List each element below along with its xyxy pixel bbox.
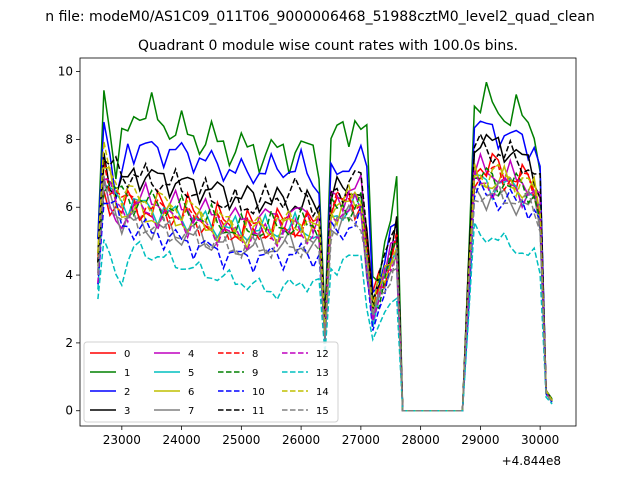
x-tick-label: 30000 [521,433,559,447]
series-line-14 [97,141,553,412]
legend-label-2: 2 [124,387,130,398]
legend-label-9: 9 [252,368,258,379]
series-layer [97,81,553,412]
x-offset-label: +4.844e8 [502,454,561,468]
x-tick-label: 23000 [103,433,141,447]
legend-label-0: 0 [124,349,130,360]
legend-box [83,341,339,423]
ticks-layer: 23000 24000 25000 26000 27000 28000 29000 30000… [58,65,560,447]
legend-label-11: 11 [252,406,265,417]
legend-label-7: 7 [188,406,194,417]
series-line-13 [97,222,553,412]
y-tick-label: 2 [65,336,73,350]
y-tick-label: 6 [65,200,73,214]
legend-label-8: 8 [252,349,258,360]
y-tick-label: 4 [65,268,73,282]
legend-label-12: 12 [316,349,329,360]
x-tick-label: 29000 [461,433,499,447]
legend-label-5: 5 [188,368,194,379]
x-tick-label: 27000 [342,433,380,447]
figure-suptitle: n file: modeM0/AS1C09_011T06_9000006468_… [45,9,594,25]
x-tick-label: 26000 [282,433,320,447]
axes-frame [79,57,577,427]
y-tick-label: 0 [65,404,73,418]
series-line-15 [97,175,553,412]
x-tick-label: 28000 [402,433,440,447]
legend-label-10: 10 [252,387,265,398]
legend-label-15: 15 [316,406,329,417]
x-tick-label: 24000 [162,433,200,447]
series-line-9 [97,166,553,412]
legend-label-13: 13 [316,368,329,379]
legend-label-1: 1 [124,368,130,379]
chart-title: Quadrant 0 module wise count rates with … [138,38,518,54]
legend-label-4: 4 [188,349,194,360]
legend-label-6: 6 [188,387,194,398]
y-tick-label: 8 [65,132,73,146]
legend-label-14: 14 [316,387,329,398]
x-tick-label: 25000 [222,433,260,447]
y-tick-label: 10 [58,65,73,79]
legend-label-3: 3 [124,406,130,417]
